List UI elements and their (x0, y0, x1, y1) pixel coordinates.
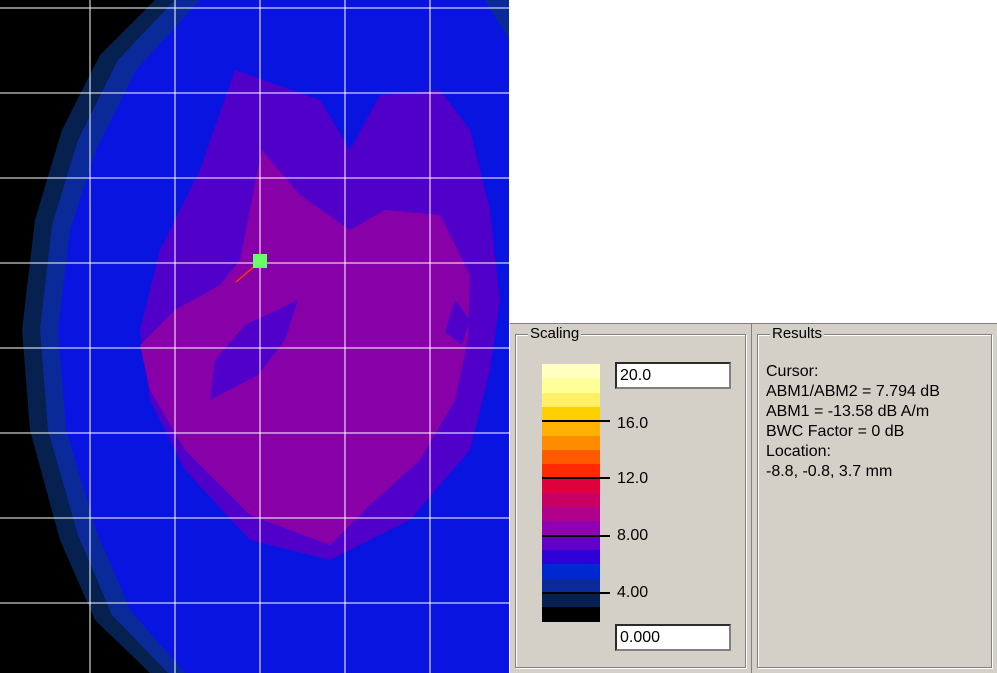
scale-tick-label: 12.0 (617, 470, 649, 487)
color-scale-swatch (542, 578, 600, 594)
results-line: ABM1/ABM2 = 7.794 dB (766, 383, 940, 400)
scaling-panel: Scaling 20.0 16.0 12.0 8.00 4.00 0.000 (509, 323, 751, 673)
results-line: Cursor: (766, 363, 819, 380)
color-scale-swatch (542, 364, 600, 379)
results-line: -8.8, -0.8, 3.7 mm (766, 463, 893, 480)
color-scale-swatch (542, 492, 600, 508)
color-scale-swatch (542, 521, 600, 537)
color-scale-tick (542, 591, 610, 594)
heatmap-canvas[interactable] (0, 0, 509, 673)
scale-min-input[interactable]: 0.000 (615, 624, 731, 651)
color-scale-swatch (542, 564, 600, 580)
color-scale-tick (542, 420, 610, 423)
color-scale-swatch (542, 464, 600, 480)
color-scale-swatch (542, 549, 600, 565)
color-scale-swatch (542, 392, 600, 408)
results-line: ABM1 = -13.58 dB A/m (766, 403, 930, 420)
cursor-marker[interactable] (253, 254, 267, 268)
contour-east-violet (445, 300, 470, 345)
color-scale-swatch (542, 607, 600, 623)
color-scale-swatch (542, 406, 600, 422)
results-title: Results (770, 325, 825, 343)
scale-tick-label: 4.00 (617, 584, 649, 601)
contour-inner-violet (210, 300, 298, 400)
color-scale-tick (542, 477, 610, 480)
scale-tick-label: 8.00 (617, 527, 649, 544)
color-scale-swatch (542, 378, 600, 394)
scale-tick-label: 16.0 (617, 415, 649, 432)
scaling-title: Scaling (528, 325, 582, 343)
scale-max-input[interactable]: 20.0 (615, 362, 731, 389)
color-scale-tick (542, 534, 610, 537)
color-scale-swatch (542, 435, 600, 451)
results-text: Cursor: ABM1/ABM2 = 7.794 dB ABM1 = -13.… (766, 362, 940, 482)
color-scale-swatch (542, 592, 600, 608)
scaling-groupbox: Scaling (515, 325, 746, 668)
grid-lines (0, 0, 509, 673)
results-panel: Results Cursor: ABM1/ABM2 = 7.794 dB ABM… (751, 323, 997, 673)
color-scale-swatch (542, 535, 600, 551)
results-groupbox: Results (757, 325, 992, 668)
color-scale-swatch (542, 421, 600, 437)
color-scale-swatch (542, 478, 600, 494)
results-line: Location: (766, 443, 831, 460)
color-scale-swatch (542, 507, 600, 522)
field-heatmap[interactable] (0, 0, 509, 673)
results-line: BWC Factor = 0 dB (766, 423, 905, 440)
color-scale-swatch (542, 449, 600, 465)
